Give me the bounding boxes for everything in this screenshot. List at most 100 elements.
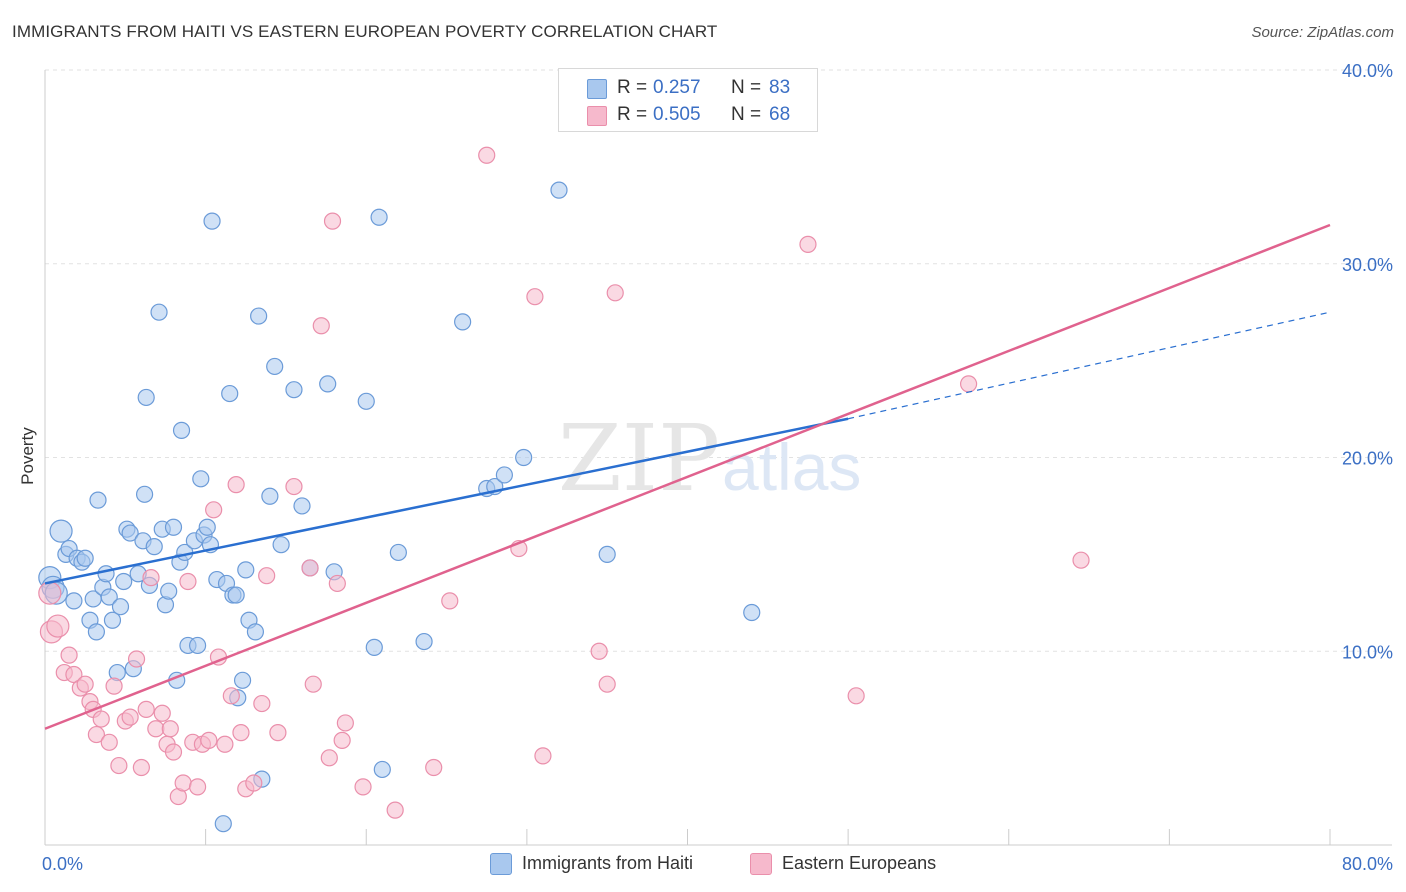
- legend-swatch-eastern-european: [587, 106, 607, 126]
- watermark-zip: ZIP: [558, 405, 720, 512]
- data-point: [100, 733, 118, 751]
- data-point: [164, 743, 183, 761]
- x-tick-label: 0.0%: [42, 854, 83, 874]
- data-point: [121, 524, 139, 542]
- data-point: [161, 720, 179, 738]
- watermark-atlas: atlas: [722, 430, 861, 504]
- data-point: [365, 638, 383, 656]
- legend-n-value: 83: [769, 77, 791, 98]
- y-tick-label: 10.0%: [1342, 642, 1393, 662]
- data-point: [478, 146, 496, 164]
- data-point: [110, 756, 128, 775]
- data-point: [320, 749, 338, 767]
- legend-n-value: 68: [769, 104, 791, 125]
- data-point: [172, 421, 191, 439]
- data-point: [38, 581, 62, 605]
- data-point: [232, 724, 250, 742]
- data-point: [227, 586, 245, 604]
- data-point: [328, 574, 346, 593]
- data-point: [261, 487, 279, 505]
- data-point: [441, 592, 459, 610]
- data-point: [153, 704, 171, 722]
- series-haiti-points: [38, 71, 761, 833]
- data-point: [76, 675, 94, 693]
- data-point: [103, 611, 122, 629]
- data-point: [550, 181, 568, 199]
- data-point: [115, 572, 133, 591]
- data-point: [92, 710, 110, 728]
- data-point: [590, 642, 608, 660]
- data-point: [323, 212, 342, 230]
- legend-swatch-eastern-european: [750, 853, 772, 875]
- data-point: [100, 588, 118, 606]
- data-point: [598, 675, 616, 693]
- data-point: [145, 538, 163, 556]
- data-point: [454, 313, 472, 331]
- data-point: [76, 549, 94, 567]
- data-point: [227, 476, 245, 494]
- legend-swatch-haiti: [587, 79, 607, 99]
- trend-line-eastern-european: [44, 223, 1331, 730]
- legend-label-haiti: Immigrants from Haiti: [522, 853, 694, 873]
- data-point: [65, 592, 83, 610]
- data-point: [272, 536, 290, 554]
- data-point: [237, 561, 255, 579]
- watermark: ZIP atlas: [558, 405, 862, 512]
- legend-label-eastern-european: Eastern Europeans: [782, 853, 937, 873]
- data-point: [46, 614, 70, 638]
- data-point: [515, 448, 533, 467]
- stats-legend: R = 0.257 N = 83 R = 0.505 N = 68: [558, 68, 818, 132]
- data-point: [132, 758, 150, 777]
- y-axis-label: Poverty: [18, 427, 37, 485]
- data-point: [258, 567, 276, 585]
- trend-line-haiti: [44, 417, 849, 585]
- data-point: [389, 543, 407, 562]
- data-point: [214, 815, 232, 833]
- data-point: [285, 477, 303, 496]
- legend-swatch-haiti: [490, 853, 512, 875]
- legend-n-label: N =: [731, 104, 762, 125]
- data-point: [174, 774, 192, 792]
- data-point: [87, 725, 106, 744]
- data-point: [301, 559, 319, 577]
- data-point: [179, 572, 197, 591]
- data-point: [188, 636, 207, 655]
- data-point: [415, 632, 433, 651]
- data-point: [87, 623, 106, 641]
- tick-labels: 10.0% 20.0% 30.0% 40.0% 0.0% 80.0%: [42, 61, 1393, 874]
- data-point: [127, 650, 146, 668]
- legend-r-value: 0.505: [653, 104, 701, 125]
- grid-lines: [45, 69, 1392, 652]
- data-point: [89, 491, 107, 509]
- data-point: [111, 598, 130, 616]
- data-point: [370, 208, 388, 226]
- data-point: [49, 519, 73, 543]
- data-point: [959, 375, 978, 393]
- data-point: [200, 731, 218, 749]
- trend-line-haiti-extension: [847, 311, 1331, 420]
- data-point: [121, 708, 139, 726]
- data-point: [598, 545, 616, 563]
- data-point: [799, 235, 817, 253]
- legend-n-label: N =: [731, 77, 762, 98]
- data-point: [526, 288, 544, 306]
- data-point: [147, 720, 165, 738]
- data-point: [105, 677, 123, 695]
- data-point: [222, 687, 240, 705]
- data-point: [137, 700, 155, 718]
- data-point: [386, 801, 404, 819]
- data-point: [1072, 551, 1090, 569]
- data-point: [198, 518, 216, 536]
- trend-lines: [44, 223, 1331, 730]
- data-point: [192, 470, 210, 488]
- data-point: [293, 497, 311, 515]
- legend-r-value: 0.257: [653, 77, 701, 98]
- data-point: [245, 774, 263, 792]
- data-point: [135, 485, 154, 503]
- source-label: Source: ZipAtlas.com: [1251, 24, 1394, 41]
- data-point: [373, 760, 391, 779]
- data-point: [354, 778, 372, 796]
- data-point: [266, 357, 284, 376]
- data-point: [319, 375, 337, 393]
